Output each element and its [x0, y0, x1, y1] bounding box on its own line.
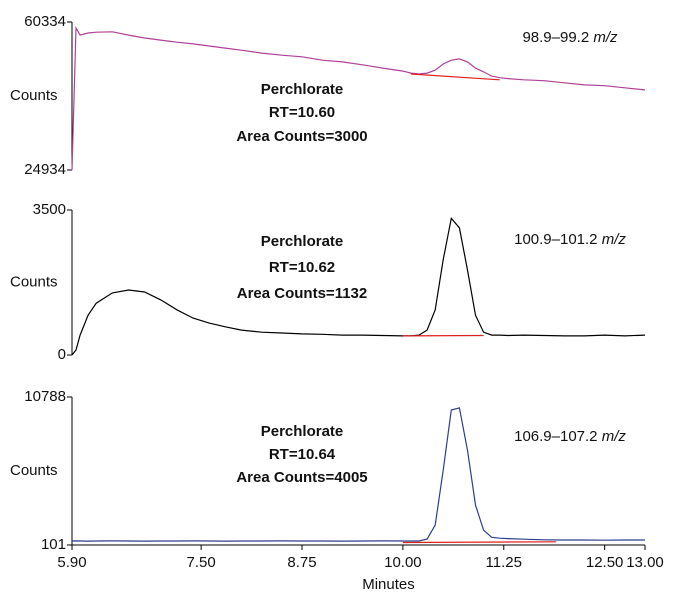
mass-range: 100.9–101.2: [514, 231, 597, 248]
area-label: Area Counts=3000: [236, 128, 367, 145]
compound-label: Perchlorate: [261, 81, 344, 98]
x-tick-label: 11.25: [486, 554, 522, 571]
mass-unit: m/z: [602, 231, 627, 248]
x-tick-label: 10.00: [384, 554, 422, 571]
retention-label: RT=10.64: [269, 446, 336, 463]
y-tick-label: 0: [58, 346, 66, 363]
retention-label: RT=10.62: [269, 259, 335, 276]
mass-range-label: 98.9–99.2 m/z: [522, 29, 618, 46]
x-tick-label: 13.00: [626, 554, 664, 571]
mass-range-label: 106.9–107.2 m/z: [514, 428, 626, 445]
mass-range: 106.9–107.2: [514, 428, 597, 445]
area-label: Area Counts=1132: [237, 285, 367, 302]
y-tick-label: 10788: [24, 388, 66, 405]
mass-unit: m/z: [602, 428, 627, 445]
trace: [402, 541, 557, 544]
mass-unit: m/z: [593, 29, 618, 46]
trace: [71, 407, 645, 542]
compound-label: Perchlorate: [261, 233, 344, 250]
x-tick-label: 7.50: [187, 554, 216, 571]
x-tick-label: 5.90: [57, 554, 86, 571]
y-tick-label: 101: [41, 536, 66, 553]
x-axis-label: Minutes: [362, 576, 415, 593]
x-tick-label: 8.75: [287, 554, 316, 571]
y-tick-label: 60334: [24, 13, 66, 30]
trace: [71, 25, 646, 171]
y-tick-label: 3500: [33, 201, 66, 218]
mass-range-label: 100.9–101.2 m/z: [514, 231, 626, 248]
trace: [71, 216, 646, 356]
trace: [410, 73, 500, 81]
x-tick-label: 12.50: [586, 554, 624, 571]
retention-label: RT=10.60: [269, 104, 335, 121]
y-axis-label: Counts: [10, 87, 58, 104]
compound-label: Perchlorate: [261, 423, 344, 440]
y-axis-label: Counts: [10, 273, 58, 290]
mass-range: 98.9–99.2: [522, 29, 589, 46]
area-label: Area Counts=4005: [236, 469, 367, 486]
y-tick-label: 24934: [24, 161, 66, 178]
y-axis-label: Counts: [10, 462, 58, 479]
